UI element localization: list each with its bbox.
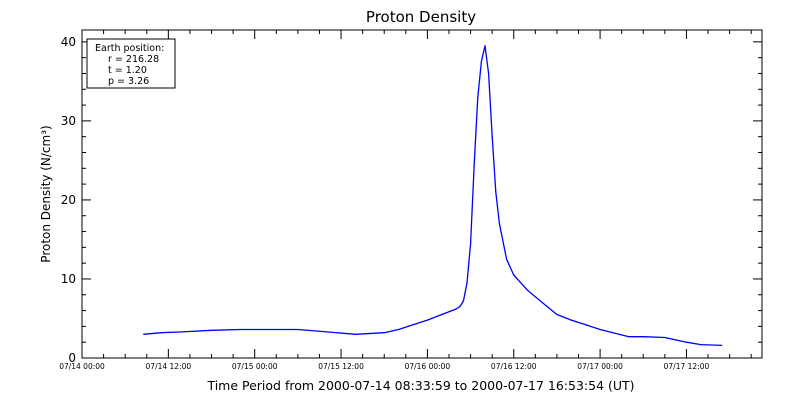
data-point — [398, 328, 400, 331]
data-point — [685, 341, 688, 343]
x-tick-label: 07/16 12:00 — [491, 362, 537, 371]
data-point — [143, 333, 145, 335]
data-point — [210, 329, 213, 331]
data-point — [664, 336, 666, 339]
y-tick-label: 0 — [68, 351, 76, 365]
legend-line-p: p = 3.26 — [108, 76, 149, 87]
legend-box: Earth position: r = 216.28 t = 1.20 p = … — [86, 38, 176, 89]
data-point — [527, 290, 529, 292]
data-point — [480, 61, 482, 63]
data-point — [297, 328, 299, 331]
data-point — [268, 328, 270, 331]
data-point — [441, 313, 443, 316]
data-point — [491, 136, 493, 138]
data-point — [498, 223, 500, 225]
x-tick-label: 07/14 12:00 — [146, 362, 192, 371]
x-tick-label: 07/17 12:00 — [664, 362, 710, 371]
data-point — [182, 331, 184, 333]
legend-frame — [86, 38, 176, 89]
x-tick-label: 07/15 12:00 — [318, 362, 364, 371]
data-point — [426, 319, 428, 321]
y-axis: 0 10 20 30 40 — [61, 35, 762, 365]
series-group — [143, 45, 723, 347]
data-point — [599, 328, 601, 331]
data-point — [570, 319, 572, 321]
data-point — [383, 332, 385, 334]
y-tick-label: 30 — [61, 114, 76, 128]
data-point — [700, 343, 702, 346]
data-point — [556, 313, 558, 316]
data-point — [160, 332, 162, 334]
data-point — [484, 45, 486, 47]
plot-frame — [81, 29, 763, 359]
data-point — [466, 282, 468, 284]
y-tick-label: 40 — [61, 35, 76, 49]
y-tick-label: 10 — [61, 272, 76, 286]
data-point — [412, 324, 414, 326]
data-point — [477, 96, 479, 98]
data-point — [642, 336, 644, 338]
y-axis-label: Proton Density (N/cm³) — [39, 125, 53, 262]
data-point — [459, 306, 461, 308]
chart-title: Proton Density — [366, 8, 476, 26]
x-tick-label: 07/15 00:00 — [232, 362, 278, 371]
data-point — [513, 274, 515, 276]
x-axis-label: Time Period from 2000-07-14 08:33:59 to … — [206, 378, 634, 393]
x-axis: 07/14 00:00 07/14 12:00 07/15 00:00 07/15 1… — [59, 30, 752, 371]
x-tick-label: 07/14 00:00 — [59, 362, 105, 371]
data-point — [455, 308, 457, 310]
data-point — [469, 242, 472, 244]
data-point — [239, 328, 241, 331]
data-point — [721, 344, 723, 346]
x-tick-label: 07/16 00:00 — [405, 362, 451, 371]
data-point — [462, 300, 464, 302]
data-point — [628, 336, 630, 338]
series-line-0 — [143, 45, 722, 347]
data-point — [326, 331, 328, 333]
data-point — [473, 163, 475, 165]
legend-line-heading: Earth position: — [95, 43, 164, 54]
data-point — [505, 258, 508, 260]
data-point — [495, 191, 497, 193]
data-point — [487, 72, 490, 75]
data-point — [354, 333, 357, 335]
legend-line-r: r = 216.28 — [108, 54, 159, 65]
legend-line-t: t = 1.20 — [108, 65, 147, 76]
data-point — [541, 302, 544, 304]
y-tick-label: 20 — [61, 193, 76, 207]
data-point — [585, 324, 587, 326]
x-tick-label: 07/17 00:00 — [577, 362, 623, 371]
